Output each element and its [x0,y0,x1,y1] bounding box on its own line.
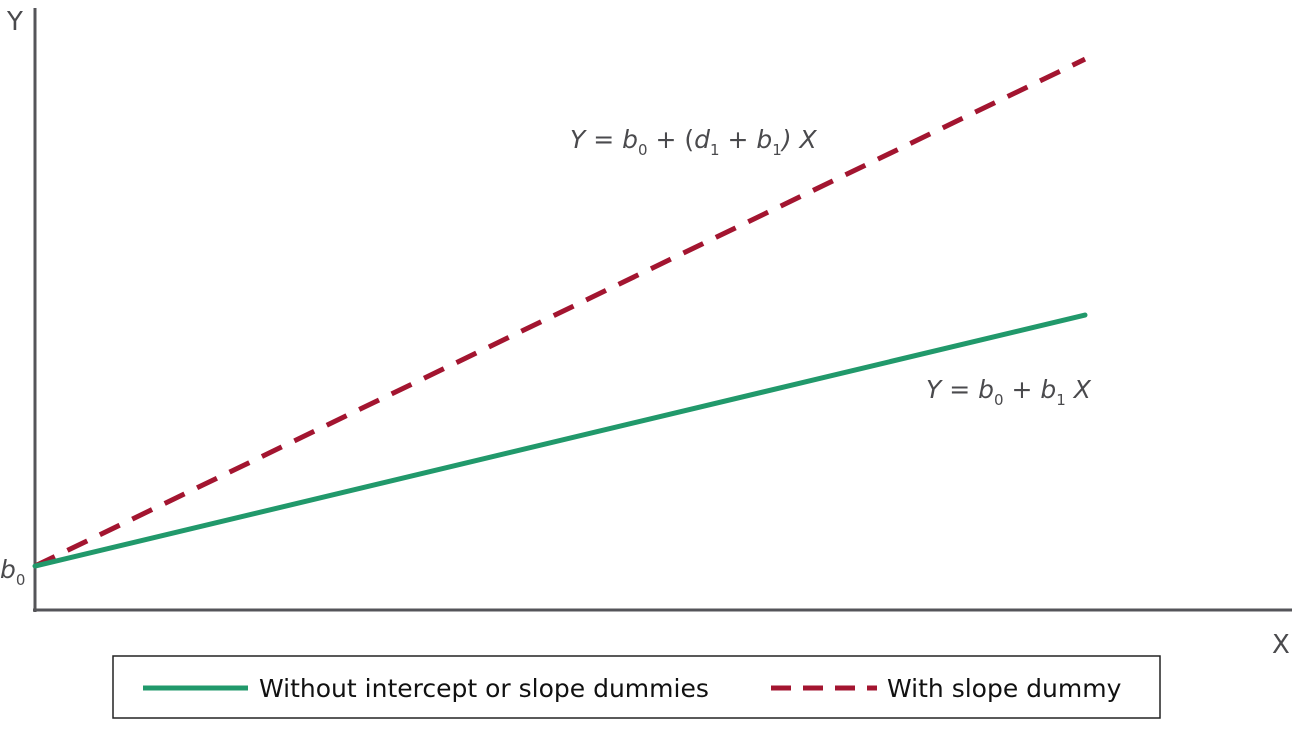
equation-part: 1 [710,141,720,159]
equation-without-dummies: Y = b0 + b1 X [926,375,1092,409]
equation-part: = [941,375,978,404]
equation-part: + ( [648,125,695,154]
y-axis-label: Y [6,7,23,37]
series-line-with-slope-dummy [33,56,1087,569]
equation-with-slope-dummy: Y = b0 + (d1 + b1) X [570,125,818,159]
equation-layer: Y = b0 + (d1 + b1) X Y = b0 + b1 X [570,125,1092,409]
equation-part: + [720,125,757,154]
equation-part: 0 [994,391,1004,409]
legend-label-with-slope-dummy: With slope dummy [887,674,1122,703]
equation-part: b [622,125,638,154]
equation-part: + [1004,375,1041,404]
equation-part: 1 [772,141,782,159]
x-axis-label: X [1272,630,1290,660]
equation-part: Y [570,125,587,154]
series-layer [32,56,1088,569]
equation-part: b [1040,375,1056,404]
axes: Y X b0 [0,7,1292,660]
intercept-label-sub: 0 [16,571,26,589]
equation-part: X [1066,375,1092,404]
equation-part: b [756,125,772,154]
legend-box [112,655,1161,719]
equation-part: 1 [1056,391,1066,409]
equation-part: Y [926,375,943,404]
equation-part: ) X [780,125,818,154]
series-line-without-dummies [32,312,1088,569]
intercept-label-base: b [0,555,16,584]
intercept-label: b0 [0,555,25,589]
equation-part: b [978,375,994,404]
equation-part: d [694,125,710,154]
equation-part: 0 [638,141,648,159]
legend: Without intercept or slope dummies With … [112,655,1161,719]
legend-label-without-dummies: Without intercept or slope dummies [259,674,709,703]
equation-part: = [585,125,622,154]
